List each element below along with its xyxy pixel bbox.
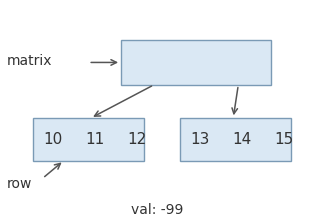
Text: 13: 13 [190,132,210,147]
Text: 15: 15 [275,132,294,147]
Text: 11: 11 [85,132,105,147]
Text: val: -99: val: -99 [131,203,183,217]
FancyBboxPatch shape [121,40,271,85]
Text: 12: 12 [128,132,147,147]
Text: 14: 14 [232,132,252,147]
Text: row: row [7,177,32,191]
FancyBboxPatch shape [180,118,291,161]
Text: 10: 10 [43,132,62,147]
Text: matrix: matrix [7,54,52,68]
FancyBboxPatch shape [33,118,144,161]
